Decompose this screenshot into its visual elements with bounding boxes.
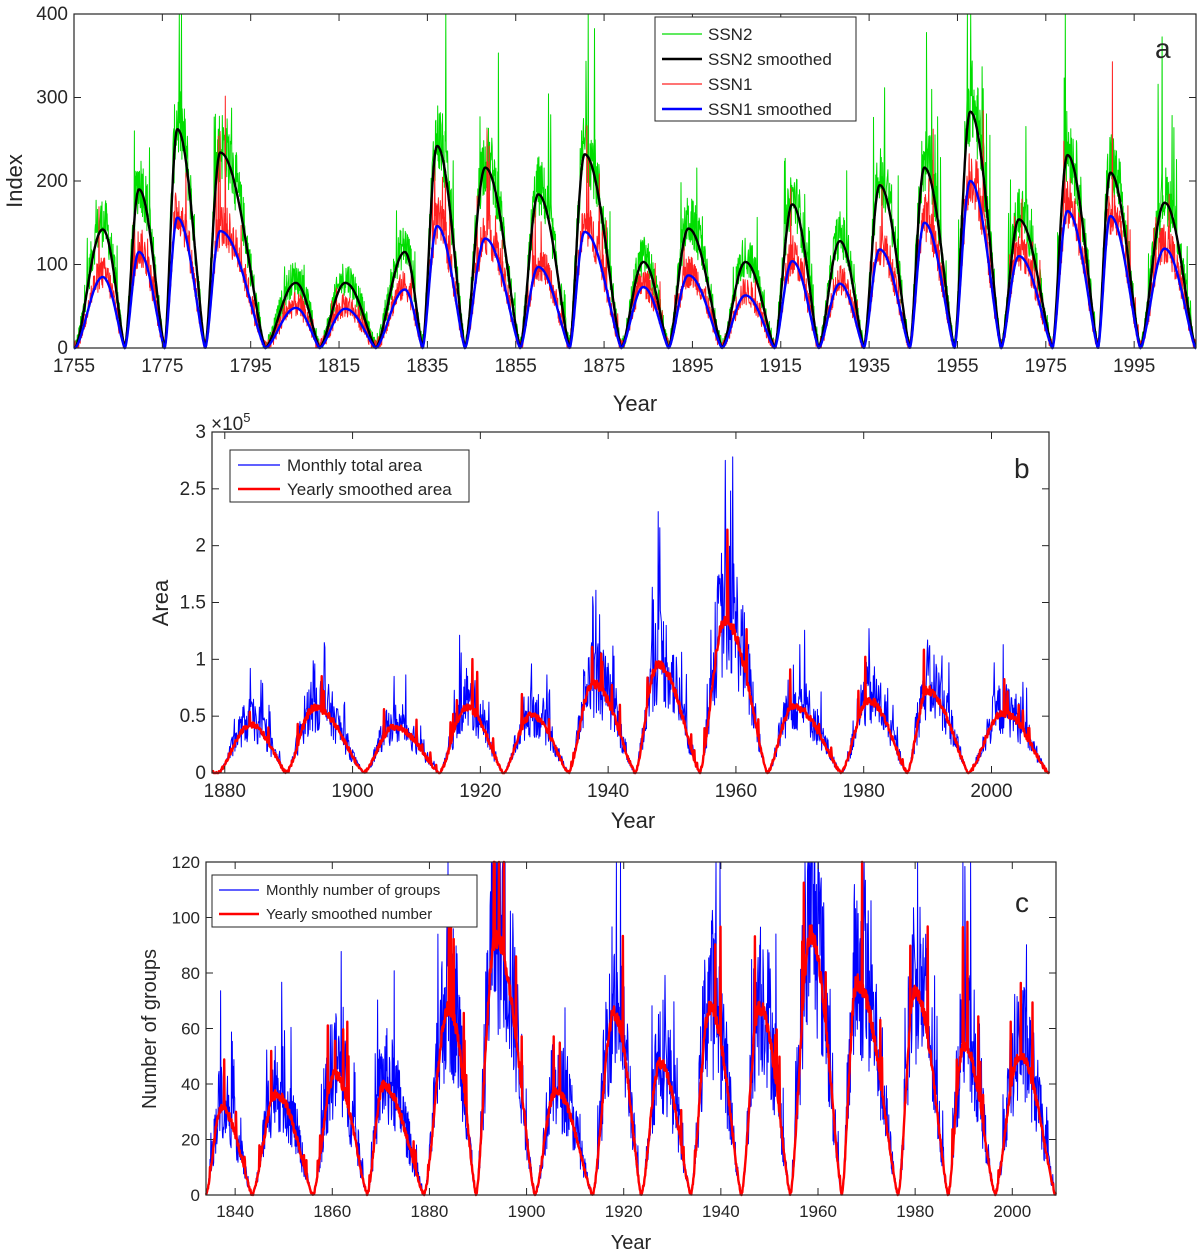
x-tick-label: 1920 [459,781,501,802]
x-tick-label: 1840 [216,1202,254,1221]
x-tick-label: 1900 [508,1202,546,1221]
panel-b-legend: Monthly total area Yearly smoothed area [229,449,470,503]
panel-a-y-ticks: 0 100 200 300 400 [36,4,1196,359]
x-tick-label: 1915 [760,356,802,377]
x-tick-label: 1940 [702,1202,740,1221]
x-tick-label: 1935 [848,356,890,377]
panel-a-x-label: Year [613,391,657,416]
x-tick-label: 1920 [605,1202,643,1221]
panel-a-x-ticks: 1755 1775 1795 1815 1835 1855 1875 1895 1915 1935… [53,14,1155,377]
panel-c-x-ticks: 1840 1860 1880 1900 1920 1940 1960 1980 2000 [216,862,1031,1221]
x-tick-label: 1755 [53,356,95,377]
legend-label-ssn2: SSN2 [708,25,752,44]
panel-a-series-group [73,13,1197,350]
panel-b-x-ticks: 1880 1900 1920 1940 1960 1980 2000 [204,432,1013,802]
panel-c-y-label: Number of groups [139,949,161,1109]
y-tick-label: 60 [181,1020,200,1039]
series-line-yearly-smoothed-number [204,860,1057,1197]
panel-a-chart: 1755 1775 1795 1815 1835 1855 1875 1895 1915 1935… [2,4,1197,416]
y-tick-label: 0 [57,338,68,359]
x-tick-label: 1995 [1113,356,1155,377]
y-tick-label: 1 [195,649,206,670]
y-tick-label: 20 [181,1131,200,1150]
legend-label-ssn1: SSN1 [708,75,752,94]
y-tick-label: 80 [181,964,200,983]
x-tick-label: 1960 [715,781,757,802]
x-tick-label: 1980 [843,781,885,802]
y-tick-label: 120 [172,853,200,872]
series-line-yearly-smoothed-area [211,528,1051,775]
panel-b-legend-box [229,449,470,503]
x-tick-label: 1855 [495,356,537,377]
y-tick-label: 200 [36,171,68,192]
y-tick-label: 100 [36,255,68,276]
y-tick-label: 2.5 [180,479,206,500]
legend-label-monthly-area: Monthly total area [287,456,423,475]
panel-c-x-label: Year [611,1232,652,1254]
x-tick-label: 1960 [799,1202,837,1221]
x-tick-label: 1940 [587,781,629,802]
x-tick-label: 1815 [318,356,360,377]
panel-c-letter: c [1015,887,1029,918]
panel-c-legend: Monthly number of groups Yearly smoothed… [211,874,478,928]
panel-b-y-label: Area [148,579,173,626]
panel-b-letter: b [1014,453,1030,484]
panel-a-letter: a [1155,33,1171,64]
legend-label-ssn2-smoothed: SSN2 smoothed [708,50,832,69]
y-tick-label: 1.5 [180,593,206,614]
panel-b-series-group [211,456,1051,775]
y-tick-label: 0.5 [180,706,206,727]
x-tick-label: 1895 [671,356,713,377]
panel-a-y-label: Index [2,154,27,208]
x-tick-label: 1875 [583,356,625,377]
series-line-ssn1-smoothed [73,179,1197,350]
panel-c-chart: 1840 1860 1880 1900 1920 1940 1960 1980 2000 0 20… [139,853,1057,1254]
panel-c-legend-box [211,874,478,928]
panel-b-y-ticks: 0 0.5 1 1.5 2 2.5 3 [180,422,1049,784]
y-tick-label: 400 [36,4,68,25]
x-tick-label: 1900 [331,781,373,802]
y-tick-label: 0 [191,1186,200,1205]
y-tick-label: 100 [172,909,200,928]
x-tick-label: 1975 [1025,356,1067,377]
panel-b-multiplier-base: ×10 [211,414,243,435]
y-tick-label: 2 [195,536,206,557]
x-tick-label: 1775 [141,356,183,377]
legend-label-ssn1-smoothed: SSN1 smoothed [708,100,832,119]
legend-label-smoothed-area: Yearly smoothed area [287,480,452,499]
x-tick-label: 1955 [936,356,978,377]
panel-a-legend: SSN2 SSN2 smoothed SSN1 SSN1 smoothed [654,16,857,122]
x-tick-label: 2000 [993,1202,1031,1221]
series-line-ssn2-smoothed [73,110,1197,350]
y-tick-label: 300 [36,88,68,109]
x-tick-label: 1980 [896,1202,934,1221]
panel-b-multiplier-exp: 5 [243,410,250,425]
x-tick-label: 1860 [313,1202,351,1221]
panel-b-chart: 1880 1900 1920 1940 1960 1980 2000 0 0.5 1 1.5 2 2.… [148,410,1051,833]
x-tick-label: 1835 [406,356,448,377]
legend-label-smoothed-groups: Yearly smoothed number [266,906,432,923]
panel-b-y-multiplier: ×105 [211,410,250,435]
panel-b-x-label: Year [611,808,655,833]
y-tick-label: 0 [195,763,206,784]
panel-c-series-group [204,860,1057,1197]
legend-label-monthly-groups: Monthly number of groups [266,882,440,899]
x-tick-label: 1880 [411,1202,449,1221]
y-tick-label: 3 [195,422,206,443]
x-tick-label: 2000 [970,781,1012,802]
panel-c-y-ticks: 0 20 40 60 80 100 120 [172,853,1056,1205]
y-tick-label: 40 [181,1075,200,1094]
series-line-monthly-number-of-groups [205,861,1057,1196]
x-tick-label: 1795 [230,356,272,377]
x-tick-label: 1880 [204,781,246,802]
